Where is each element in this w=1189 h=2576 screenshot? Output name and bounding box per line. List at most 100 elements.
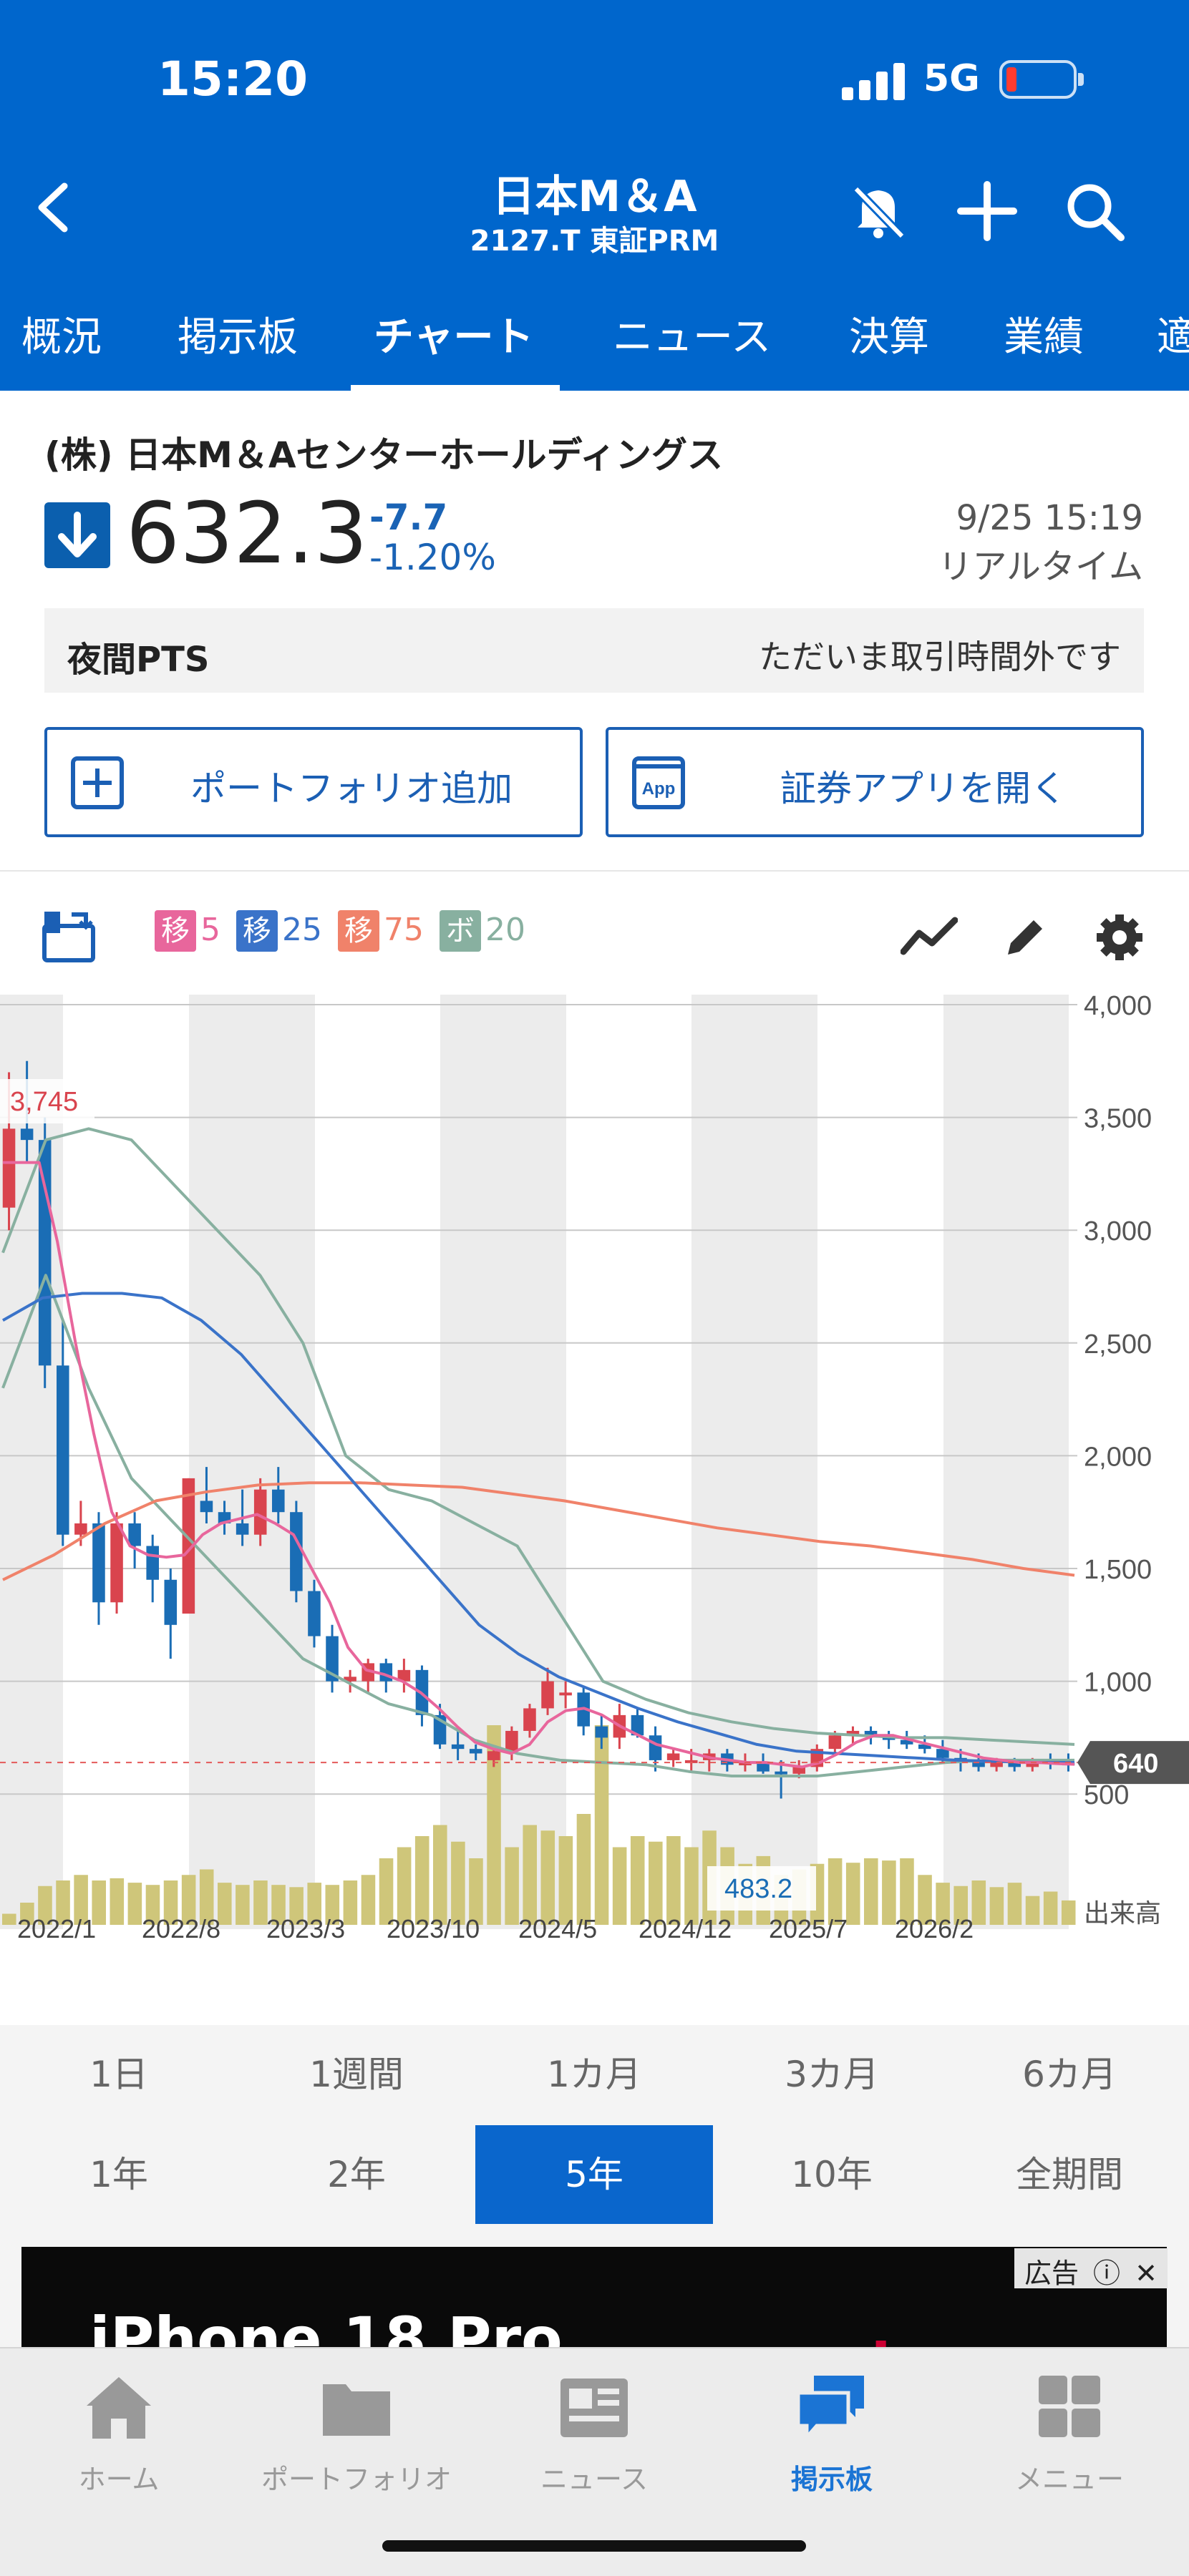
- volume-bar: [433, 1825, 447, 1925]
- price-chart[interactable]: 4,000 3,500 3,000 2,500 2,000 1,500 1,000 50064…: [0, 995, 1189, 1939]
- volume-bar: [343, 1880, 358, 1925]
- tab-overview[interactable]: 概況: [21, 314, 102, 361]
- folder-icon: [323, 2384, 390, 2436]
- volume-bar: [971, 1880, 986, 1925]
- candle-body: [57, 1365, 69, 1535]
- tab-more[interactable]: 適: [1157, 314, 1189, 361]
- status-time: 15:20: [157, 52, 309, 107]
- candle-body: [128, 1523, 141, 1546]
- volume-bar: [145, 1885, 160, 1925]
- period-1d[interactable]: 1日: [89, 2054, 148, 2095]
- volume-bar: [523, 1825, 537, 1925]
- volume-bar: [127, 1883, 142, 1925]
- current-price-label: 640: [1113, 1749, 1158, 1779]
- volume-bar: [540, 1830, 555, 1925]
- company-name: (株) 日本M＆Aセンターホールディングス: [44, 434, 724, 476]
- x-tick-label: 2024/5: [518, 1914, 597, 1939]
- period-selector: 1日 1週間 1カ月 3カ月 6カ月 1年 2年 5年 10年 全期間: [0, 2025, 1189, 2225]
- ad-label[interactable]: 広告 ⓘ ✕: [1014, 2248, 1168, 2289]
- price-change-pct: -1.20%: [369, 537, 496, 578]
- app-icon: App: [632, 756, 685, 809]
- candle-body: [290, 1512, 303, 1591]
- x-tick-label: 2023/10: [387, 1914, 480, 1939]
- period-5y[interactable]: 5年: [475, 2125, 713, 2224]
- candle-body: [739, 1762, 752, 1766]
- ad-info-icon[interactable]: ⓘ: [1093, 2258, 1121, 2289]
- candle-body: [666, 1753, 680, 1760]
- search-icon[interactable]: [1062, 179, 1127, 243]
- switch-icon[interactable]: [40, 909, 97, 966]
- volume-bar: [989, 1887, 1004, 1925]
- pencil-icon[interactable]: [996, 909, 1054, 966]
- portfolio-add-label: ポートフォリオ追加: [190, 768, 513, 809]
- candle-body: [936, 1749, 949, 1758]
- tab-board[interactable]: 掲示板: [178, 314, 298, 361]
- bell-off-icon[interactable]: [846, 179, 911, 243]
- volume-bar: [181, 1875, 196, 1925]
- indicator-bollinger[interactable]: ボ 20: [440, 910, 525, 953]
- volume-bar: [451, 1841, 465, 1925]
- tab-underline: [351, 385, 560, 391]
- period-1w[interactable]: 1週間: [309, 2054, 404, 2095]
- tab-earnings[interactable]: 決算: [849, 314, 929, 361]
- period-all[interactable]: 全期間: [1016, 2154, 1123, 2195]
- tab-news[interactable]: ニュース: [613, 314, 772, 361]
- period-2y[interactable]: 2年: [327, 2154, 386, 2195]
- period-6m[interactable]: 6カ月: [1022, 2054, 1117, 2095]
- period-10y[interactable]: 10年: [791, 2154, 873, 2195]
- tab-chart[interactable]: チャート: [374, 314, 534, 361]
- y-tick-label: 1,500: [1084, 1555, 1152, 1585]
- settings-gear-icon[interactable]: [1091, 909, 1148, 966]
- line-chart-icon[interactable]: [901, 909, 958, 966]
- volume-bar: [649, 1841, 663, 1925]
- volume-bar: [864, 1858, 878, 1925]
- nav-news[interactable]: ニュース: [475, 2371, 713, 2497]
- ma75-line: [2, 1481, 1075, 1581]
- current-price-tag: [1077, 1741, 1189, 1785]
- signal-icon: [842, 63, 908, 100]
- add-icon[interactable]: [955, 179, 1019, 243]
- price-change: -7.7: [369, 497, 448, 538]
- candle-body: [631, 1714, 644, 1736]
- nav-menu[interactable]: メニュー: [951, 2371, 1188, 2497]
- nav-board[interactable]: 掲示板: [713, 2371, 951, 2497]
- menu-grid-icon: [1039, 2376, 1100, 2437]
- back-icon[interactable]: [29, 179, 79, 236]
- ad-close-icon[interactable]: ✕: [1135, 2258, 1158, 2289]
- volume-bar: [236, 1885, 250, 1925]
- tab-bar: 概況 掲示板 チャート ニュース 決算 業績 適: [0, 296, 1189, 391]
- down-arrow-icon: [44, 502, 110, 568]
- candle-body: [595, 1726, 608, 1738]
- volume-bar: [397, 1847, 412, 1925]
- x-tick-label: 2024/12: [639, 1914, 732, 1939]
- tab-performance[interactable]: 業績: [1004, 314, 1084, 361]
- volume-bar: [576, 1814, 591, 1925]
- nav-portfolio[interactable]: ポートフォリオ: [238, 2371, 475, 2497]
- home-indicator: [382, 2540, 806, 2552]
- page-subtitle: 2127.T 東証PRM: [470, 225, 719, 258]
- volume-bar: [936, 1883, 950, 1925]
- open-app-button[interactable]: App 証券アプリを開く: [606, 727, 1144, 837]
- portfolio-add-button[interactable]: ポートフォリオ追加: [44, 727, 583, 837]
- volume-bar: [1061, 1900, 1076, 1925]
- volume-bar: [253, 1880, 268, 1925]
- candle-body: [487, 1751, 500, 1760]
- volume-bar: [828, 1858, 843, 1925]
- indicator-ma25[interactable]: 移 25: [236, 910, 322, 953]
- nav-home[interactable]: ホーム: [0, 2371, 238, 2497]
- period-1m[interactable]: 1カ月: [547, 2054, 641, 2095]
- stock-price: 632.3: [126, 484, 368, 582]
- ad-area: iPhone 18 Pro docomo 広告 ⓘ ✕: [0, 2225, 1189, 2368]
- volume-bar: [1043, 1891, 1058, 1925]
- volume-bar: [505, 1847, 519, 1925]
- candle-body: [397, 1669, 411, 1682]
- candle-body: [308, 1591, 321, 1636]
- high-label-bg: [0, 1079, 94, 1123]
- period-1y[interactable]: 1年: [89, 2154, 148, 2195]
- volume-bar: [361, 1875, 376, 1925]
- candle-body: [200, 1501, 213, 1513]
- period-3m[interactable]: 3カ月: [785, 2054, 879, 2095]
- indicator-ma75[interactable]: 移 75: [338, 910, 424, 953]
